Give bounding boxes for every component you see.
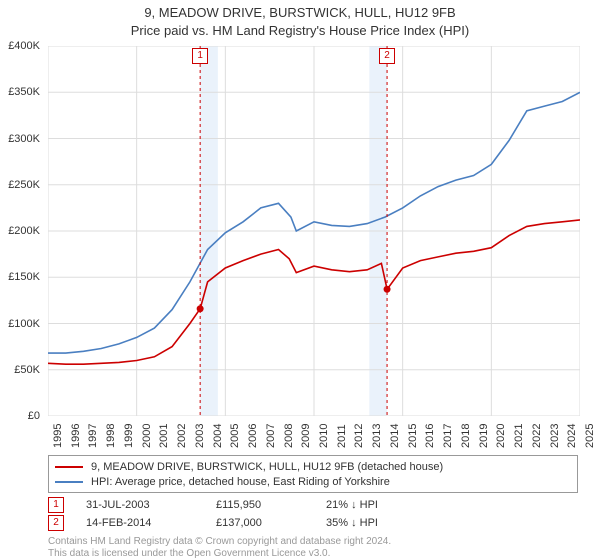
xtick-label: 2007 xyxy=(265,424,277,448)
ytick-label: £0 xyxy=(0,410,40,422)
legend-swatch xyxy=(55,481,83,483)
ytick-label: £300K xyxy=(0,133,40,145)
legend-label: 9, MEADOW DRIVE, BURSTWICK, HULL, HU12 9… xyxy=(91,461,443,473)
xtick-label: 2012 xyxy=(353,424,365,448)
legend-row: 9, MEADOW DRIVE, BURSTWICK, HULL, HU12 9… xyxy=(55,459,571,474)
marker-box: 2 xyxy=(379,48,395,64)
footer-line-2: This data is licensed under the Open Gov… xyxy=(48,548,391,560)
ytick-label: £100K xyxy=(0,318,40,330)
ytick-label: £150K xyxy=(0,271,40,283)
legend-swatch xyxy=(55,466,83,468)
xtick-label: 2018 xyxy=(460,424,472,448)
transaction-date: 31-JUL-2003 xyxy=(86,499,216,511)
legend-row: HPI: Average price, detached house, East… xyxy=(55,474,571,489)
transaction-price: £115,950 xyxy=(216,499,326,511)
xtick-label: 2015 xyxy=(407,424,419,448)
xtick-label: 2002 xyxy=(176,424,188,448)
transaction-pct: 35% ↓ HPI xyxy=(326,517,446,529)
xtick-label: 2019 xyxy=(478,424,490,448)
xtick-label: 2004 xyxy=(212,424,224,448)
footer: Contains HM Land Registry data © Crown c… xyxy=(48,536,391,559)
marker-box: 1 xyxy=(192,48,208,64)
ytick-label: £400K xyxy=(0,40,40,52)
xtick-label: 2025 xyxy=(584,424,596,448)
ytick-label: £200K xyxy=(0,225,40,237)
xtick-label: 2005 xyxy=(229,424,241,448)
xtick-label: 2022 xyxy=(531,424,543,448)
xtick-label: 2023 xyxy=(549,424,561,448)
xtick-label: 2006 xyxy=(247,424,259,448)
xtick-label: 2003 xyxy=(194,424,206,448)
xtick-label: 1997 xyxy=(87,424,99,448)
legend: 9, MEADOW DRIVE, BURSTWICK, HULL, HU12 9… xyxy=(48,455,578,493)
xtick-label: 1996 xyxy=(70,424,82,448)
chart-svg xyxy=(48,46,580,416)
title-line-2: Price paid vs. HM Land Registry's House … xyxy=(0,22,600,40)
xtick-label: 2008 xyxy=(283,424,295,448)
ytick-label: £250K xyxy=(0,179,40,191)
title-line-1: 9, MEADOW DRIVE, BURSTWICK, HULL, HU12 9… xyxy=(0,4,600,22)
xtick-label: 2021 xyxy=(513,424,525,448)
xtick-label: 2010 xyxy=(318,424,330,448)
ytick-label: £50K xyxy=(0,364,40,376)
xtick-label: 2014 xyxy=(389,424,401,448)
xtick-label: 1995 xyxy=(52,424,64,448)
xtick-label: 2001 xyxy=(158,424,170,448)
title-area: 9, MEADOW DRIVE, BURSTWICK, HULL, HU12 9… xyxy=(0,0,600,39)
xtick-label: 2000 xyxy=(141,424,153,448)
chart-area: £0£50K£100K£150K£200K£250K£300K£350K£400… xyxy=(48,46,580,416)
transaction-row: 2 14-FEB-2014£137,00035% ↓ HPI xyxy=(48,514,578,532)
transaction-price: £137,000 xyxy=(216,517,326,529)
transactions-table: 1 31-JUL-2003£115,95021% ↓ HPI 2 14-FEB-201… xyxy=(48,496,578,532)
ytick-label: £350K xyxy=(0,86,40,98)
transaction-date: 14-FEB-2014 xyxy=(86,517,216,529)
xtick-label: 2024 xyxy=(566,424,578,448)
xtick-label: 2020 xyxy=(495,424,507,448)
transaction-pct: 21% ↓ HPI xyxy=(326,499,446,511)
chart-container: 9, MEADOW DRIVE, BURSTWICK, HULL, HU12 9… xyxy=(0,0,600,560)
transaction-marker: 2 xyxy=(48,515,64,531)
xtick-label: 1998 xyxy=(105,424,117,448)
xtick-label: 1999 xyxy=(123,424,135,448)
footer-line-1: Contains HM Land Registry data © Crown c… xyxy=(48,536,391,548)
xtick-label: 2013 xyxy=(371,424,383,448)
xtick-label: 2016 xyxy=(424,424,436,448)
transaction-row: 1 31-JUL-2003£115,95021% ↓ HPI xyxy=(48,496,578,514)
xtick-label: 2011 xyxy=(336,424,348,448)
xtick-label: 2009 xyxy=(300,424,312,448)
legend-label: HPI: Average price, detached house, East… xyxy=(91,476,390,488)
xtick-label: 2017 xyxy=(442,424,454,448)
transaction-marker: 1 xyxy=(48,497,64,513)
